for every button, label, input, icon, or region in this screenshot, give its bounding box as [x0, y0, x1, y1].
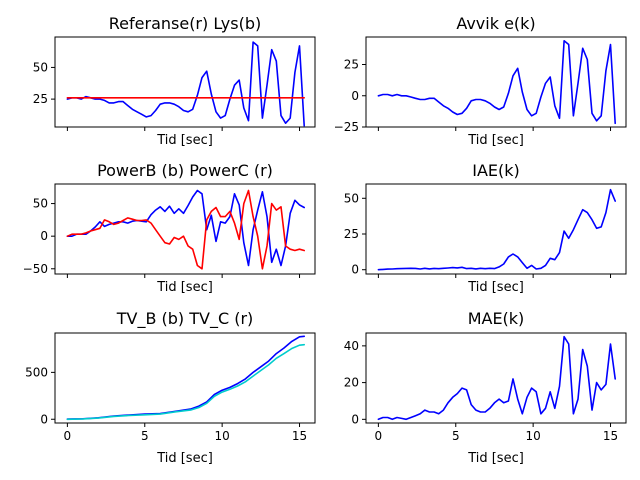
y-tick-label: 0	[351, 263, 359, 277]
chart-title: Referanse(r) Lys(b)	[109, 14, 261, 33]
y-tick-label: 0	[40, 229, 48, 243]
series-layer	[66, 41, 306, 127]
series-line-0	[377, 188, 617, 271]
y-tick-label: 25	[344, 227, 359, 241]
y-tick-label: 500	[25, 365, 48, 379]
y-tick-label: 0	[351, 412, 359, 426]
x-axis-label: Tid [sec]	[467, 280, 524, 295]
series-layer	[377, 39, 617, 125]
series-line-0	[66, 189, 306, 267]
tick-layer: 25 50	[33, 60, 301, 131]
x-tick-label: 10	[215, 429, 230, 443]
plot-area	[365, 183, 627, 275]
series-layer	[377, 188, 617, 271]
series-line-0	[377, 335, 617, 421]
y-tick-label: 20	[344, 376, 359, 390]
plot-area	[365, 36, 627, 128]
x-axis-label: Tid [sec]	[156, 451, 213, 466]
x-axis-label: Tid [sec]	[467, 451, 524, 466]
tick-layer: −25 0 25	[334, 58, 612, 134]
series-layer	[66, 189, 306, 270]
chart-title: IAE(k)	[472, 161, 520, 180]
series-layer	[66, 335, 306, 421]
y-tick-label: 25	[33, 92, 48, 106]
chart-title: MAE(k)	[468, 309, 525, 328]
chart-tv: TV_B (b) TV_C (r) 0 5 10 15 0 500 Tid [sec]	[25, 309, 316, 466]
y-tick-label: 25	[344, 58, 359, 72]
y-tick-label: 0	[40, 412, 48, 426]
chart-mae: MAE(k) 0 5 10 15 0 20 40 Tid [sec]	[344, 309, 627, 466]
y-tick-label: −25	[334, 120, 359, 134]
series-line-1	[66, 343, 306, 421]
y-tick-label: 0	[351, 89, 359, 103]
x-axis-label: Tid [sec]	[467, 133, 524, 148]
x-tick-label: 0	[64, 429, 72, 443]
y-tick-label: 40	[344, 339, 359, 353]
x-axis-label: Tid [sec]	[156, 280, 213, 295]
x-axis-label: Tid [sec]	[156, 133, 213, 148]
plot-area	[54, 36, 316, 128]
tick-layer: 0 25 50	[344, 191, 612, 278]
chart-avvik: Avvik e(k) −25 0 25 Tid [sec]	[334, 14, 627, 148]
chart-referanse-lys: Referanse(r) Lys(b) 25 50 Tid [sec]	[33, 14, 316, 148]
series-line-0	[377, 39, 617, 125]
series-line-0	[66, 41, 306, 127]
tick-layer: 0 5 10 15 0 20 40	[344, 339, 618, 443]
x-tick-label: 10	[526, 429, 541, 443]
chart-title: PowerB (b) PowerC (r)	[97, 161, 273, 180]
series-line-0	[66, 335, 306, 420]
chart-power: PowerB (b) PowerC (r) −50 0 50 Tid [sec]	[23, 161, 316, 295]
x-tick-label: 15	[603, 429, 618, 443]
plot-area	[54, 183, 316, 275]
chart-iae: IAE(k) 0 25 50 Tid [sec]	[344, 161, 627, 295]
series-layer	[377, 335, 617, 421]
plot-area	[365, 332, 627, 424]
tick-layer: 0 5 10 15 0 500	[25, 365, 307, 443]
x-tick-label: 0	[375, 429, 383, 443]
plot-area	[54, 332, 316, 424]
tick-layer: −50 0 50	[23, 197, 301, 278]
y-tick-label: 50	[33, 197, 48, 211]
chart-title: Avvik e(k)	[456, 14, 535, 33]
series-line-1	[66, 189, 306, 270]
x-tick-label: 5	[141, 429, 149, 443]
x-tick-label: 5	[452, 429, 460, 443]
x-tick-label: 15	[292, 429, 307, 443]
y-tick-label: 50	[33, 60, 48, 74]
y-tick-label: 50	[344, 191, 359, 205]
y-tick-label: −50	[23, 262, 48, 276]
chart-title: TV_B (b) TV_C (r)	[116, 309, 254, 329]
